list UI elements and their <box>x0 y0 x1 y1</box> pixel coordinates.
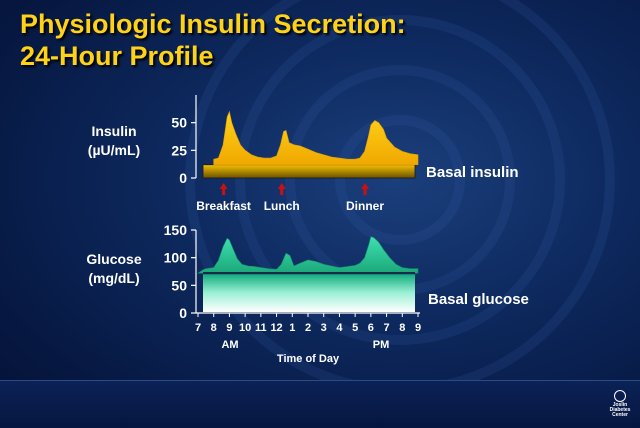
pm-label: PM <box>373 339 390 351</box>
glucose-y-tick-label: 50 <box>171 277 187 293</box>
basal-glucose-band <box>203 273 415 312</box>
insulin-ylabel-line2: (µU/mL) <box>88 142 140 158</box>
meal-label: Dinner <box>346 199 384 213</box>
title-line-1: Physiologic Insulin Secretion: <box>20 9 406 39</box>
x-axis-title: Time of Day <box>277 353 340 365</box>
glucose-ylabel-line2: (mg/dL) <box>88 270 139 286</box>
logo-line-1: Joslin <box>612 402 628 408</box>
insulin-y-ticks: 0 25 50 <box>171 115 196 186</box>
slide-title: Physiologic Insulin Secretion: 24-Hour P… <box>20 8 406 72</box>
glucose-curve <box>197 236 419 274</box>
x-tick-label: 2 <box>305 322 311 334</box>
x-tick-label: 8 <box>399 322 405 334</box>
title-line-2: 24-Hour Profile <box>20 41 214 71</box>
meal-label: Lunch <box>264 199 300 213</box>
joslin-logo: Joslin Diabetes Center <box>608 390 632 424</box>
x-tick-label: 5 <box>352 322 358 334</box>
basal-glucose-label: Basal glucose <box>428 291 529 308</box>
x-tick-label: 3 <box>321 322 327 334</box>
red-up-arrow-icon <box>277 183 286 195</box>
red-up-arrow-icon <box>361 183 369 195</box>
logo-line-2: Diabetes <box>609 407 631 413</box>
red-up-arrow-icon <box>219 183 228 195</box>
insulin-y-tick-label: 0 <box>179 170 187 186</box>
x-tick-label: 9 <box>415 322 421 334</box>
glucose-ylabel-line1: Glucose <box>86 251 141 267</box>
x-tick-label: 6 <box>368 322 374 334</box>
x-tick-label: 7 <box>195 322 201 334</box>
insulin-y-tick-label: 25 <box>171 142 187 158</box>
logo-line-3: Center <box>612 412 628 418</box>
insulin-curve <box>213 110 419 165</box>
am-label: AM <box>221 339 238 351</box>
basal-insulin-label: Basal insulin <box>426 164 519 181</box>
x-tick-label: 12 <box>270 322 282 334</box>
x-tick-label: 7 <box>384 322 390 334</box>
insulin-y-tick-label: 50 <box>171 115 187 131</box>
joslin-logo-icon <box>614 390 626 402</box>
basal-insulin-band <box>202 164 416 179</box>
x-tick-label: 9 <box>226 322 232 334</box>
x-tick-label: 10 <box>239 322 251 334</box>
x-tick-label: 11 <box>255 322 267 334</box>
meal-label: Breakfast <box>196 199 251 213</box>
x-tick-label: 1 <box>289 322 295 334</box>
time-x-ticks: 7 8 9 10 11 12 1 2 3 4 5 6 7 8 9 <box>195 313 421 334</box>
x-tick-label: 4 <box>336 322 343 334</box>
footer-bar: Joslin Diabetes Center <box>0 380 640 428</box>
glucose-y-tick-label: 0 <box>179 305 187 321</box>
glucose-y-tick-label: 100 <box>164 250 188 266</box>
insulin-panel: Insulin (µU/mL) 0 25 50 Basal insulin Brea… <box>88 95 519 213</box>
insulin-ylabel-line1: Insulin <box>91 123 136 139</box>
glucose-y-ticks: 0 50 100 150 <box>164 222 196 321</box>
x-tick-label: 8 <box>211 322 217 334</box>
glucose-y-tick-label: 150 <box>164 222 188 238</box>
meal-markers: Breakfast Lunch Dinner <box>196 183 384 213</box>
